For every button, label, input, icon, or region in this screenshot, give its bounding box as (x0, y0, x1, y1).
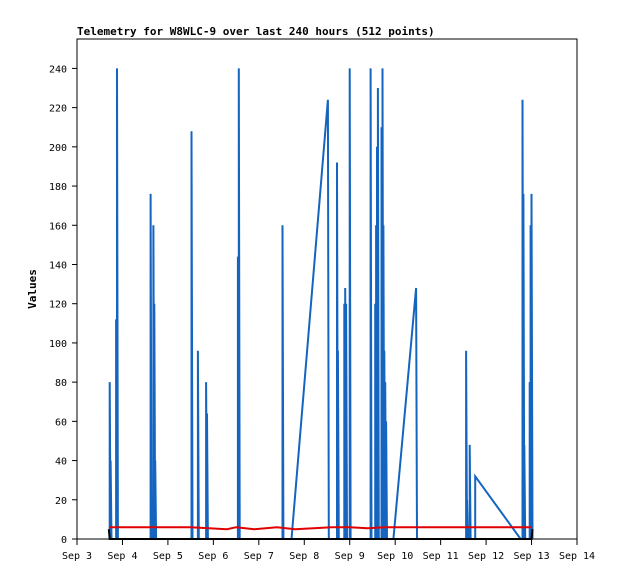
x-tick-label: Sep 5 (153, 551, 183, 562)
y-tick-label: 180 (49, 182, 67, 193)
x-tick-label: Sep 6 (198, 551, 228, 562)
y-tick-label: 220 (49, 104, 67, 115)
y-tick-label: 0 (61, 535, 67, 546)
x-tick-label: Sep 9 (335, 551, 365, 562)
x-tick-label: Sep 4 (107, 551, 137, 562)
series-layer (107, 68, 534, 540)
series-line-3 (107, 529, 534, 540)
chart-title: Telemetry for W8WLC-9 over last 240 hour… (77, 25, 435, 38)
x-tick-label: Sep 8 (289, 551, 319, 562)
y-tick-label: 100 (49, 339, 67, 350)
series-line-2 (109, 526, 532, 531)
y-axis-label: Values (26, 269, 39, 309)
x-tick-label: Sep 13 (513, 551, 549, 562)
x-tick-label: Sep 10 (377, 551, 413, 562)
y-tick-label: 40 (55, 457, 67, 468)
y-tick-label: 20 (55, 496, 67, 507)
series-line-1 (108, 68, 534, 540)
y-axis: 0 20 40 60 80 100 120 140 160 180 200 220 240 (49, 64, 77, 546)
y-tick-label: 200 (49, 143, 67, 154)
y-tick-label: 80 (55, 378, 67, 389)
x-tick-label: Sep 11 (423, 551, 459, 562)
x-tick-label: Sep 12 (468, 551, 504, 562)
y-tick-label: 60 (55, 417, 67, 428)
x-tick-label: Sep 7 (244, 551, 274, 562)
y-tick-label: 240 (49, 64, 67, 75)
y-tick-label: 160 (49, 221, 67, 232)
x-axis: Sep 3 Sep 4 Sep 5 Sep 6 Sep 7 Sep 8 Sep 9 Sep 1… (62, 539, 595, 562)
x-tick-label: Sep 3 (62, 551, 92, 562)
y-tick-label: 140 (49, 260, 67, 271)
x-tick-label: Sep 14 (559, 551, 595, 562)
y-tick-label: 120 (49, 300, 67, 311)
